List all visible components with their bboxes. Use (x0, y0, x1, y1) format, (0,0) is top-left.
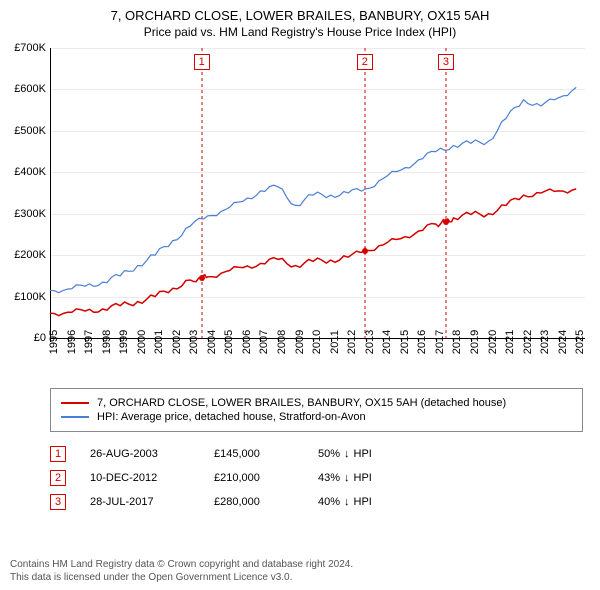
chart-root: 7, ORCHARD CLOSE, LOWER BRAILES, BANBURY… (0, 0, 600, 590)
sale-marker-box: 2 (50, 470, 66, 486)
arrow-down-icon: ↓ (344, 448, 350, 460)
delta-label: HPI (354, 496, 372, 508)
y-axis-tick-label: £300K (14, 208, 46, 220)
legend: 7, ORCHARD CLOSE, LOWER BRAILES, BANBURY… (50, 388, 583, 432)
sale-delta: 40% ↓ HPI (318, 496, 372, 508)
sale-date: 10-DEC-2012 (90, 472, 190, 484)
sale-marker-box: 3 (50, 494, 66, 510)
legend-label: 7, ORCHARD CLOSE, LOWER BRAILES, BANBURY… (97, 397, 506, 409)
footer-line: Contains HM Land Registry data © Crown c… (10, 558, 590, 571)
footer-attribution: Contains HM Land Registry data © Crown c… (0, 558, 600, 584)
y-axis-tick-label: £500K (14, 125, 46, 137)
sales-table-row: 3 28-JUL-2017 £280,000 40% ↓ HPI (50, 494, 372, 510)
sale-date: 28-JUL-2017 (90, 496, 190, 508)
arrow-down-icon: ↓ (344, 472, 350, 484)
delta-label: HPI (354, 448, 372, 460)
delta-pct: 43% (318, 472, 340, 484)
y-axis-tick-label: £100K (14, 291, 46, 303)
y-axis-tick-label: £200K (14, 249, 46, 261)
chart-plot-area: £0£100K£200K£300K£400K£500K£600K£700K199… (50, 48, 585, 338)
y-axis-tick-label: £0 (34, 332, 46, 344)
sales-table-row: 2 10-DEC-2012 £210,000 43% ↓ HPI (50, 470, 372, 486)
title-block: 7, ORCHARD CLOSE, LOWER BRAILES, BANBURY… (0, 0, 600, 43)
y-axis-tick-label: £600K (14, 83, 46, 95)
sale-delta: 50% ↓ HPI (318, 448, 372, 460)
sale-delta: 43% ↓ HPI (318, 472, 372, 484)
sale-price: £210,000 (214, 472, 294, 484)
delta-pct: 50% (318, 448, 340, 460)
chart-subtitle: Price paid vs. HM Land Registry's House … (0, 25, 600, 39)
delta-pct: 40% (318, 496, 340, 508)
y-axis-tick-label: £400K (14, 166, 46, 178)
sale-marker-box: 1 (50, 446, 66, 462)
series-line (50, 189, 576, 316)
sale-price: £280,000 (214, 496, 294, 508)
legend-item: HPI: Average price, detached house, Stra… (61, 411, 572, 423)
y-axis-tick-label: £700K (14, 42, 46, 54)
legend-label: HPI: Average price, detached house, Stra… (97, 411, 366, 423)
sales-table-row: 1 26-AUG-2003 £145,000 50% ↓ HPI (50, 446, 372, 462)
sale-price: £145,000 (214, 448, 294, 460)
legend-swatch-icon (61, 416, 89, 418)
sales-table: 1 26-AUG-2003 £145,000 50% ↓ HPI 2 10-DEC-201… (50, 438, 372, 518)
arrow-down-icon: ↓ (344, 496, 350, 508)
footer-line: This data is licensed under the Open Gov… (10, 571, 590, 584)
series-svg (50, 48, 585, 338)
sale-date: 26-AUG-2003 (90, 448, 190, 460)
legend-item: 7, ORCHARD CLOSE, LOWER BRAILES, BANBURY… (61, 397, 572, 409)
legend-swatch-icon (61, 402, 89, 404)
delta-label: HPI (354, 472, 372, 484)
chart-title: 7, ORCHARD CLOSE, LOWER BRAILES, BANBURY… (0, 8, 600, 23)
